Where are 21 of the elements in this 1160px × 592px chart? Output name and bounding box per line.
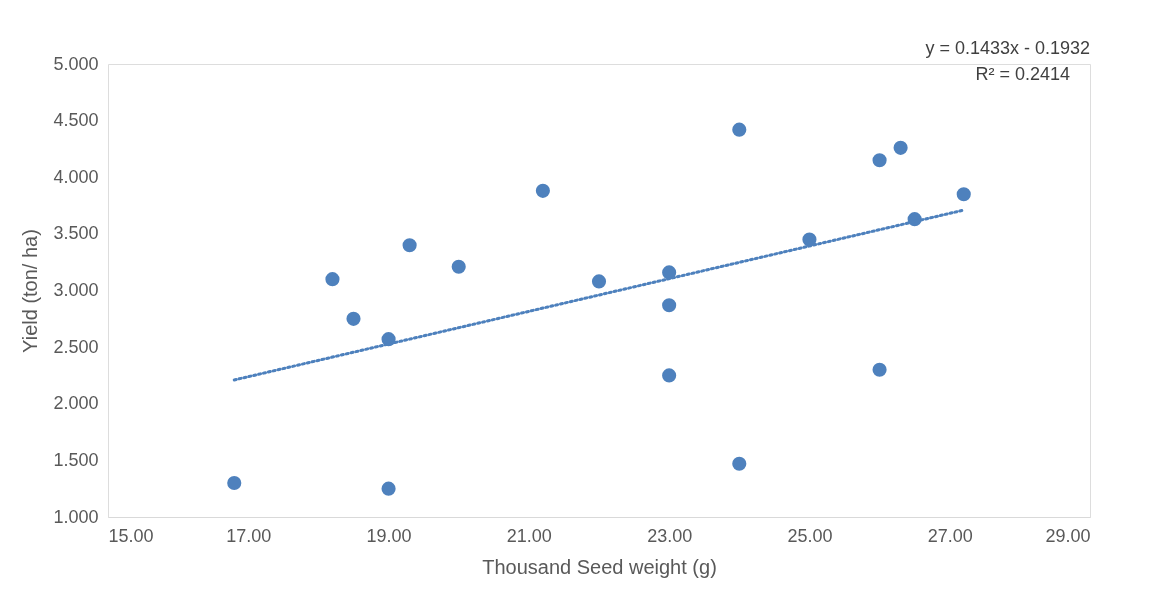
x-tick-label: 23.00 <box>647 525 693 546</box>
annotation: R² = 0.2414 <box>975 64 1070 84</box>
x-axis-title: Thousand Seed weight (g) <box>482 555 717 578</box>
y-tick-label: 3.500 <box>53 223 99 244</box>
y-tick-label: 5.000 <box>53 53 99 74</box>
y-axis-title: Yield (ton/ ha) <box>19 229 42 353</box>
x-tick-label: 21.00 <box>506 525 552 546</box>
x-tick-label: 29.00 <box>1045 525 1091 546</box>
x-tick-label: 19.00 <box>366 525 412 546</box>
y-tick-label: 2.000 <box>53 393 99 414</box>
x-tick-label: 15.00 <box>108 525 154 546</box>
y-tick-label: 3.000 <box>53 280 99 300</box>
y-tick-label: 1.000 <box>53 506 99 527</box>
y-tick-label: 1.500 <box>53 449 99 470</box>
text: y = 0.1433x - 0.1932 <box>925 38 1090 58</box>
x-tick-label: 27.00 <box>927 525 973 546</box>
y-tick-label: 4.500 <box>53 110 99 131</box>
y-tick-label: 4.000 <box>53 166 99 187</box>
y-tick-label: 2.500 <box>53 336 99 357</box>
x-tick-label: 25.00 <box>787 525 833 546</box>
x-tick-label: 17.00 <box>226 525 272 546</box>
